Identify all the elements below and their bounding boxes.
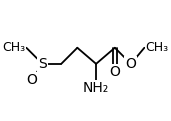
Text: O: O — [109, 65, 120, 79]
Text: CH₃: CH₃ — [146, 41, 169, 54]
Text: O: O — [26, 73, 37, 87]
Text: O: O — [126, 57, 136, 71]
Text: NH₂: NH₂ — [83, 81, 109, 95]
Text: CH₃: CH₃ — [2, 41, 25, 54]
Text: S: S — [38, 57, 47, 71]
